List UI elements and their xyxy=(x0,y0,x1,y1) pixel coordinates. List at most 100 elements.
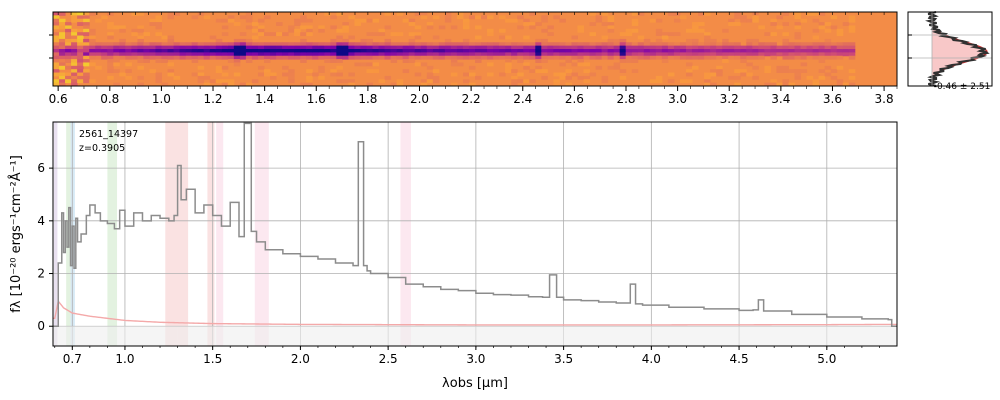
heatmap-cell xyxy=(149,18,156,23)
heatmap-cell xyxy=(276,55,283,60)
heatmap-cell xyxy=(179,49,187,53)
heatmap-cell xyxy=(420,42,428,47)
heatmap-cell xyxy=(185,52,193,57)
heatmap-cell xyxy=(692,65,699,70)
heatmap-cell xyxy=(631,45,639,50)
x-tick-label: 0.7 xyxy=(63,352,82,366)
heatmap-cell xyxy=(794,32,802,37)
heatmap-cell xyxy=(734,15,741,20)
heatmap-cell xyxy=(318,52,325,57)
heatmap-cell xyxy=(233,22,241,26)
heatmap-cell xyxy=(583,45,591,50)
heatmap-cell xyxy=(107,22,114,26)
heatmap-cell xyxy=(583,49,591,53)
heatmap-cell xyxy=(770,45,777,50)
heatmap-cell xyxy=(704,32,711,37)
heatmap-cell xyxy=(161,35,169,40)
heatmap-cell xyxy=(673,32,681,37)
heatmap-cell xyxy=(752,42,759,47)
heatmap-cell xyxy=(468,72,476,77)
x-tick-label: 1.5 xyxy=(203,352,222,366)
profile-annotation: -0.46 ± 2.51 xyxy=(934,82,991,92)
heatmap-cell xyxy=(89,45,96,50)
heatmap-cell xyxy=(71,38,78,43)
heatmap-cell xyxy=(619,69,627,74)
heatmap-cell xyxy=(499,35,506,40)
heatmap-cell xyxy=(770,42,777,47)
heatmap-cell xyxy=(119,42,126,47)
heatmap-cell xyxy=(643,52,651,57)
heatmap-cell xyxy=(541,45,548,50)
heatmap-cell xyxy=(318,69,325,74)
heatmap-cell xyxy=(276,49,283,53)
heatmap-cell xyxy=(71,62,78,67)
heatmap-cell xyxy=(89,35,96,40)
heatmap-cell xyxy=(794,12,802,16)
heatmap-cell xyxy=(438,25,446,30)
heatmap-cell xyxy=(505,18,512,23)
heatmap-cell xyxy=(396,45,404,50)
emission-line-band xyxy=(400,122,411,346)
heatmap-cell xyxy=(179,45,187,50)
heatmap-cell xyxy=(541,18,548,23)
heatmap-cell xyxy=(475,25,482,30)
heatmap-cell xyxy=(782,52,789,57)
spectrum-2d-x-axis: 0.6 0.8 1.0 1.2 1.4 1.6 1.8 2.0 2.2 2.4 2.6 2.8 3.0 3… xyxy=(49,12,898,106)
heatmap-cell xyxy=(571,52,578,57)
heatmap-cell xyxy=(89,28,96,33)
heatmap-cell xyxy=(378,42,386,47)
heatmap-cell xyxy=(71,59,78,63)
heatmap-cell xyxy=(776,65,783,70)
heatmap-cell xyxy=(312,72,319,77)
heatmap-cell xyxy=(553,82,560,86)
heatmap-cell xyxy=(65,52,72,57)
heatmap-cell xyxy=(758,49,765,53)
heatmap-cell xyxy=(830,15,838,20)
heatmap-cell xyxy=(667,32,675,37)
heatmap-cell xyxy=(360,42,367,47)
heatmap-cell xyxy=(692,28,699,33)
heatmap-cell xyxy=(661,32,669,37)
heatmap-cell xyxy=(710,42,717,47)
heatmap-cell xyxy=(444,15,452,20)
spectrum-2d-panel: 0.6 0.8 1.0 1.2 1.4 1.6 1.8 2.0 2.2 2.4 2.6 2.8 3.0 3… xyxy=(49,11,898,106)
heatmap-cell xyxy=(499,55,506,60)
heatmap-cell xyxy=(764,42,771,47)
heatmap-cell xyxy=(396,42,404,47)
y-tick-label: 4 xyxy=(37,214,45,228)
heatmap-cell xyxy=(366,45,374,50)
heatmap-cell xyxy=(553,49,560,53)
heatmap-cell xyxy=(848,55,856,60)
heatmap-cell xyxy=(396,32,404,37)
heatmap-cell xyxy=(173,49,181,53)
heatmap-cell xyxy=(517,59,524,63)
heatmap-cell xyxy=(245,49,253,53)
heatmap-cell xyxy=(842,42,850,47)
heatmap-cell xyxy=(360,62,367,67)
heatmap-cell xyxy=(710,69,717,74)
heatmap-cell xyxy=(420,55,428,60)
heatmap-cell xyxy=(125,42,132,47)
heatmap-cell xyxy=(842,45,850,50)
heatmap-cell xyxy=(77,32,84,37)
heatmap-cell xyxy=(101,49,108,53)
heatmap-cell xyxy=(149,45,156,50)
heatmap-cell xyxy=(613,49,621,53)
heatmap-cell xyxy=(752,15,759,20)
heatmap-cell xyxy=(300,18,307,23)
heatmap-cell xyxy=(209,52,217,57)
heatmap-cell xyxy=(71,18,78,23)
heatmap-cell xyxy=(535,22,542,26)
heatmap-cell xyxy=(728,18,735,23)
heatmap-cell xyxy=(408,32,416,37)
heatmap-cell xyxy=(517,49,524,53)
heatmap-cell xyxy=(625,49,633,53)
heatmap-cell xyxy=(577,45,585,50)
heatmap-cell xyxy=(107,75,114,80)
heatmap-cell xyxy=(523,18,530,23)
heatmap-cell xyxy=(559,62,566,67)
heatmap-cell xyxy=(330,69,337,74)
spectrum-1d-background xyxy=(53,122,897,346)
heatmap-cell xyxy=(505,49,512,53)
heatmap-cell xyxy=(818,49,826,53)
